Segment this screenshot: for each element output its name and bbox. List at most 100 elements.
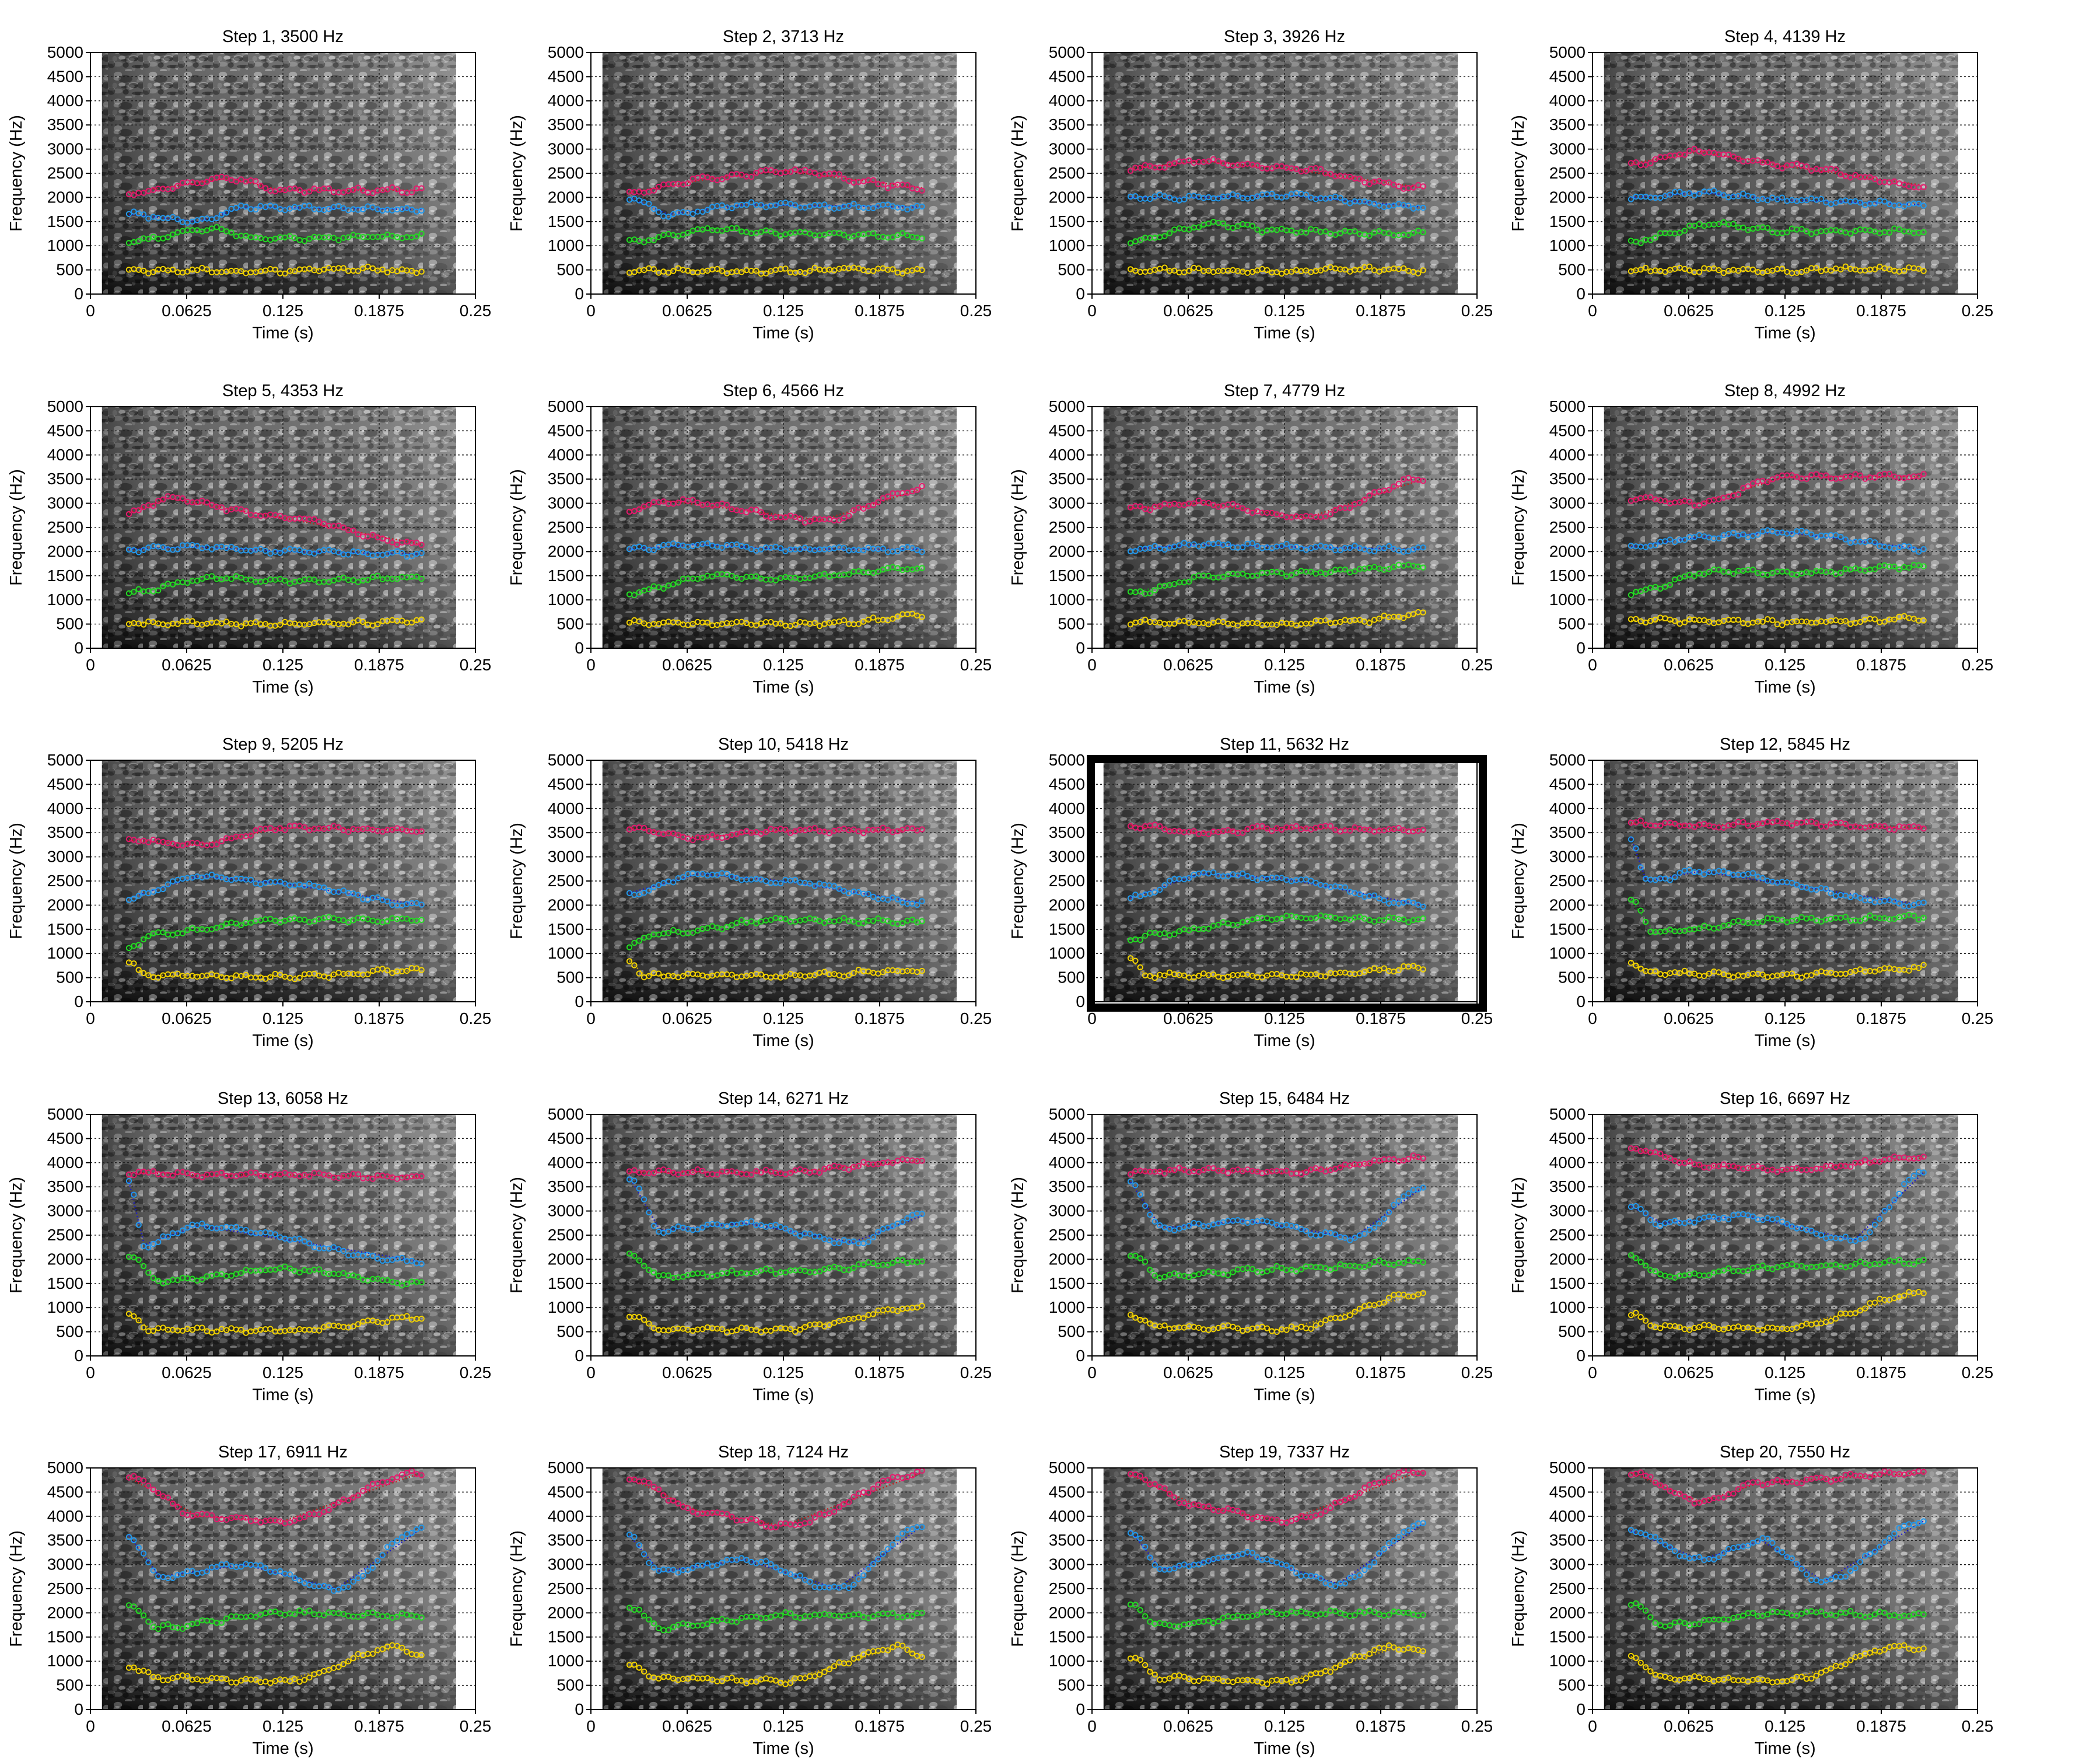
y-tick-label: 4000 — [548, 1153, 584, 1172]
y-tick-label: 1000 — [1549, 1298, 1586, 1316]
y-tick-label: 1000 — [47, 944, 83, 962]
y-tick-label: 500 — [1558, 969, 1586, 987]
y-tick-label: 4000 — [548, 446, 584, 464]
x-tick-label: 0.125 — [1765, 302, 1805, 320]
y-tick-label: 2500 — [47, 518, 83, 536]
x-tick-label: 0.1875 — [1356, 1364, 1406, 1382]
y-tick-label: 1500 — [1049, 920, 1085, 938]
y-tick-label: 500 — [1058, 261, 1085, 279]
y-tick-label: 5000 — [47, 751, 83, 769]
x-tick-label: 0.1875 — [1856, 302, 1906, 320]
y-tick-label: 0 — [1576, 285, 1586, 303]
y-tick-label: 2500 — [1549, 1226, 1586, 1244]
panel-svg: Step 8, 4992 Hz0500100015002000250030003… — [1505, 372, 2007, 701]
y-axis-label: Frequency (Hz) — [7, 1177, 26, 1293]
y-tick-label: 0 — [1576, 639, 1586, 657]
y-tick-label: 3500 — [1049, 116, 1085, 134]
y-tick-label: 3500 — [47, 470, 83, 488]
y-tick-label: 4500 — [47, 421, 83, 439]
x-tick-label: 0.0625 — [1163, 1009, 1213, 1027]
y-tick-label: 5000 — [1549, 43, 1586, 61]
y-tick-label: 3000 — [1549, 494, 1586, 512]
x-tick-label: 0.1875 — [1856, 656, 1906, 674]
x-tick-label: 0.1875 — [855, 1009, 905, 1027]
y-tick-label: 4500 — [1049, 775, 1085, 793]
y-tick-label: 4000 — [47, 799, 83, 817]
y-tick-label: 1000 — [1049, 236, 1085, 254]
panel-svg: Step 12, 5845 Hz050010001500200025003000… — [1505, 725, 2007, 1054]
x-axis-label: Time (s) — [752, 1032, 814, 1050]
y-tick-label: 5000 — [1049, 1105, 1085, 1123]
x-tick-label: 0.0625 — [662, 302, 712, 320]
y-tick-label: 1000 — [1049, 944, 1085, 962]
x-tick-label: 0.0625 — [662, 1009, 712, 1027]
y-tick-label: 500 — [556, 615, 584, 633]
x-tick-label: 0.0625 — [162, 1364, 212, 1382]
x-tick-label: 0.0625 — [162, 656, 212, 674]
panel-svg: Step 14, 6271 Hz050010001500200025003000… — [503, 1079, 1005, 1408]
y-tick-label: 3500 — [1049, 1177, 1085, 1195]
y-tick-label: 2000 — [1049, 896, 1085, 914]
x-tick-label: 0.0625 — [1664, 302, 1714, 320]
y-tick-label: 5000 — [1549, 751, 1586, 769]
y-tick-label: 500 — [56, 969, 83, 987]
panel-title: Step 13, 6058 Hz — [218, 1089, 348, 1108]
x-tick-label: 0.25 — [960, 302, 992, 320]
y-tick-label: 5000 — [1549, 397, 1586, 415]
y-tick-label: 5000 — [548, 751, 584, 769]
y-tick-label: 5000 — [47, 397, 83, 415]
y-tick-label: 500 — [56, 615, 83, 633]
y-tick-label: 0 — [1076, 992, 1085, 1011]
y-tick-label: 4500 — [1049, 67, 1085, 85]
y-tick-label: 4500 — [1549, 67, 1586, 85]
y-tick-label: 1500 — [1049, 212, 1085, 230]
y-tick-label: 2000 — [47, 188, 83, 206]
x-tick-label: 0.125 — [763, 656, 804, 674]
y-tick-label: 2000 — [47, 896, 83, 914]
panel-svg: Step 9, 5205 Hz0500100015002000250030003… — [3, 725, 505, 1054]
y-tick-label: 3000 — [548, 494, 584, 512]
y-tick-label: 4500 — [1549, 1129, 1586, 1147]
y-tick-label: 3000 — [548, 848, 584, 866]
y-tick-label: 3500 — [1549, 116, 1586, 134]
y-tick-label: 2500 — [1049, 872, 1085, 890]
y-tick-label: 3000 — [1049, 494, 1085, 512]
y-tick-label: 2500 — [1049, 164, 1085, 182]
x-tick-label: 0.25 — [1461, 656, 1493, 674]
y-tick-label: 2500 — [1549, 518, 1586, 536]
y-tick-label: 4000 — [47, 1153, 83, 1172]
y-tick-label: 4500 — [1549, 775, 1586, 793]
x-tick-label: 0.1875 — [1856, 1009, 1906, 1027]
y-axis-label: Frequency (Hz) — [508, 469, 526, 586]
y-tick-label: 500 — [1558, 261, 1586, 279]
y-tick-label: 3000 — [1049, 848, 1085, 866]
y-tick-label: 3500 — [1049, 470, 1085, 488]
x-tick-label: 0 — [1087, 302, 1097, 320]
y-tick-label: 4000 — [548, 799, 584, 817]
x-axis-label: Time (s) — [1254, 678, 1315, 697]
y-axis-label: Frequency (Hz) — [1509, 1177, 1528, 1293]
x-tick-label: 0.125 — [1264, 302, 1305, 320]
y-tick-label: 3000 — [1049, 1202, 1085, 1220]
x-axis-label: Time (s) — [752, 324, 814, 342]
y-axis-label: Frequency (Hz) — [508, 823, 526, 939]
y-tick-label: 4000 — [548, 92, 584, 110]
y-tick-label: 3500 — [1549, 823, 1586, 841]
y-tick-label: 3000 — [47, 494, 83, 512]
y-tick-label: 0 — [74, 285, 83, 303]
y-tick-label: 2000 — [47, 1250, 83, 1268]
x-tick-label: 0.25 — [960, 1009, 992, 1027]
x-tick-label: 0.1875 — [855, 1364, 905, 1382]
panel-svg: Step 5, 4353 Hz0500100015002000250030003… — [3, 372, 505, 701]
x-axis-label: Time (s) — [1754, 324, 1815, 342]
x-tick-label: 0.1875 — [354, 656, 404, 674]
y-tick-label: 0 — [74, 1347, 83, 1365]
x-tick-label: 0.25 — [1962, 1364, 1994, 1382]
y-tick-label: 1000 — [1549, 590, 1586, 609]
y-tick-label: 1000 — [47, 236, 83, 254]
